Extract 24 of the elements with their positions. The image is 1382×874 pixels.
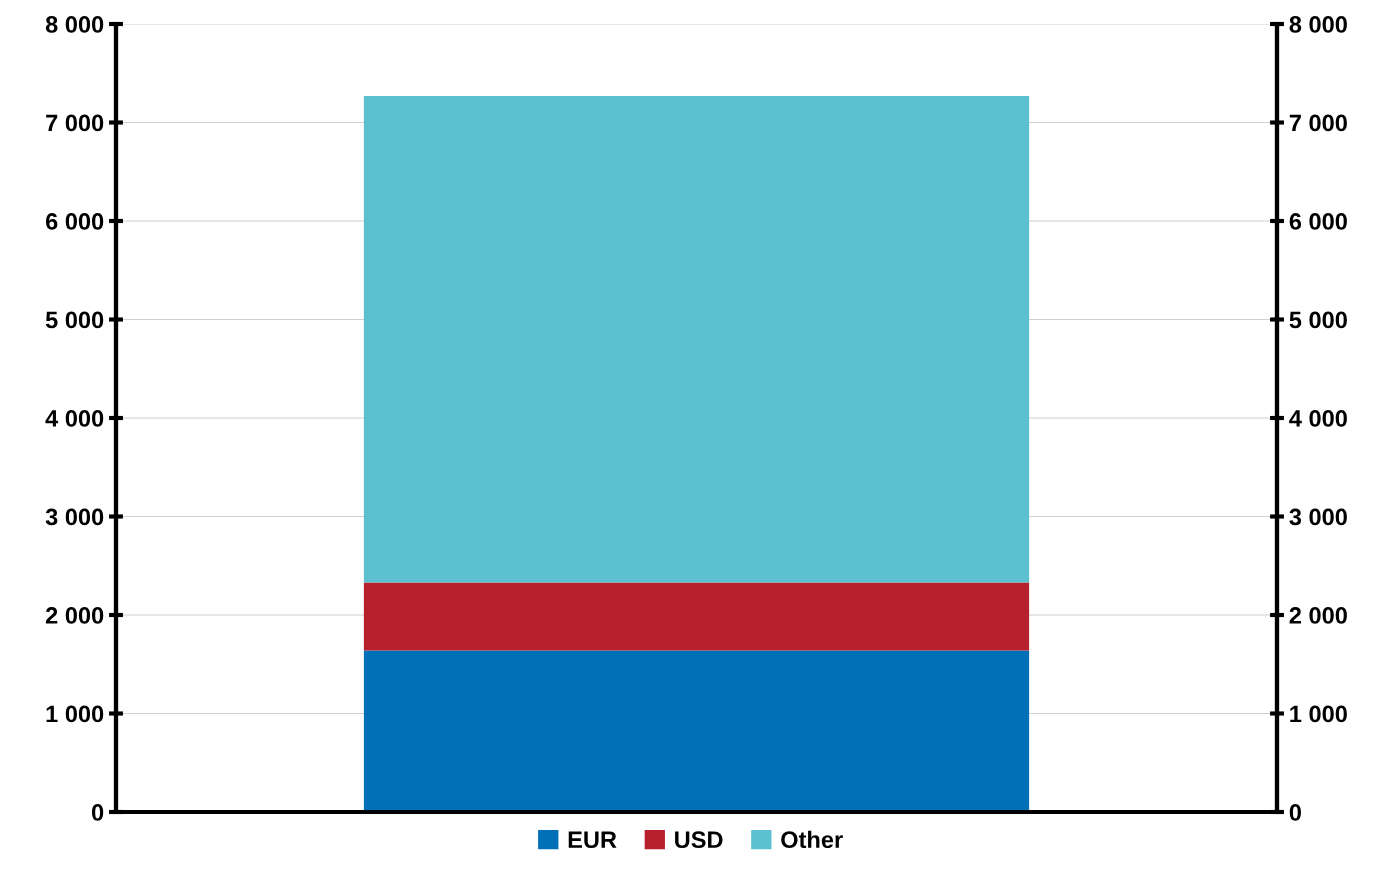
y-tick-label: 3 000 (45, 508, 104, 526)
y2-tick-label: 4 000 (1289, 410, 1347, 427)
legend-label: USD (675, 831, 723, 849)
y2-tick-label: 3 000 (1289, 508, 1347, 526)
y-tick-label: 0 (92, 804, 104, 821)
y2-tick-label: 7 000 (1289, 114, 1347, 132)
bar (363, 95, 1030, 583)
y2-tick-label: 5 000 (1289, 311, 1347, 329)
y-tick-label: 1 000 (46, 705, 104, 723)
legend-label: EUR (568, 831, 617, 849)
y2-tick-label: 6 000 (1289, 213, 1347, 230)
bar (363, 582, 1030, 651)
bar (363, 650, 1030, 812)
y2-tick-label: 8 000 (1289, 16, 1347, 33)
y-tick-label: 2 000 (45, 607, 104, 624)
y-tick-label: 6 000 (45, 213, 104, 230)
y2-tick-label: 2 000 (1289, 607, 1347, 624)
y2-tick-label: 1 000 (1290, 705, 1347, 723)
legend-label: Other (781, 830, 843, 849)
y-tick-label: 4 000 (45, 410, 104, 427)
y-tick-label: 8 000 (45, 16, 104, 33)
y2-tick-label: 0 (1289, 804, 1301, 821)
y-tick-label: 7 000 (46, 114, 104, 132)
y-tick-label: 5 000 (45, 311, 104, 329)
